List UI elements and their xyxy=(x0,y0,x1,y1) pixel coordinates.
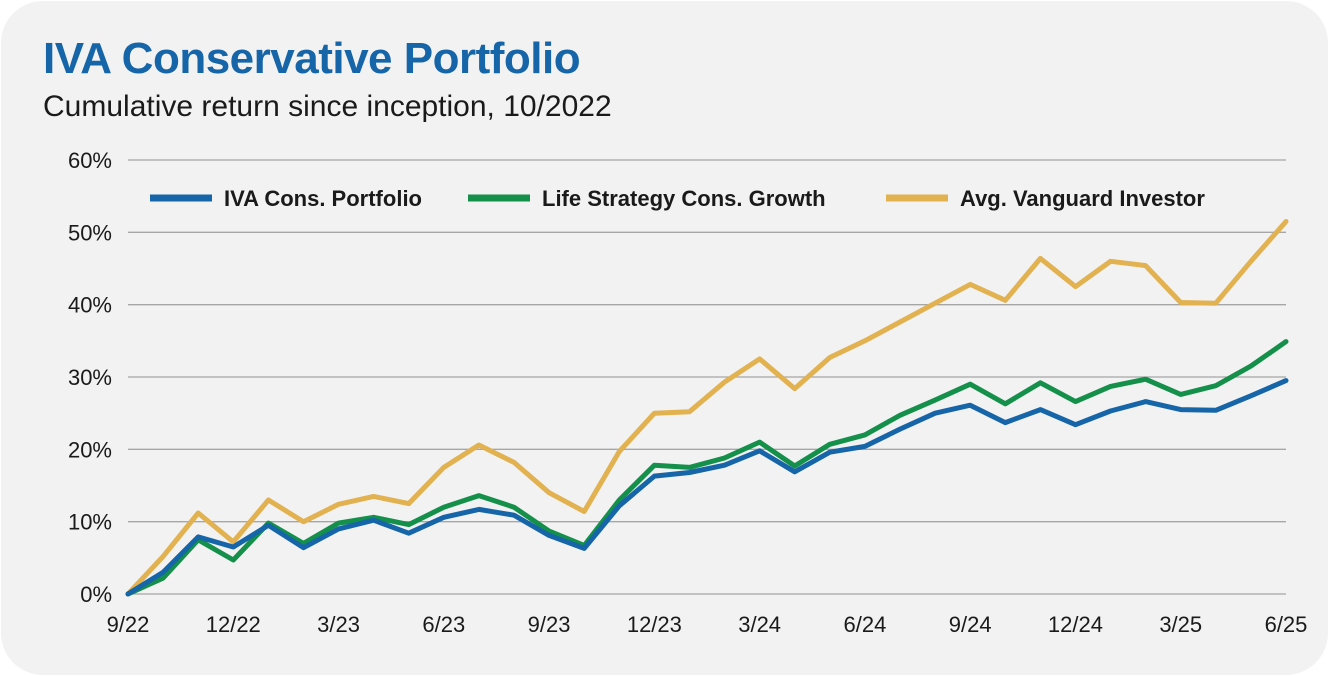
series-lines xyxy=(125,219,1289,597)
x-tick-label: 6/24 xyxy=(843,612,886,637)
y-tick-label: 40% xyxy=(68,293,112,318)
gridlines xyxy=(128,159,1286,595)
x-tick-label: 6/23 xyxy=(422,612,465,637)
x-tick-label: 3/24 xyxy=(738,612,781,637)
series-line-life_strategy xyxy=(125,339,1289,597)
x-tick-label: 12/23 xyxy=(627,612,682,637)
y-tick-label: 20% xyxy=(68,437,112,462)
x-tick-label: 12/24 xyxy=(1048,612,1103,637)
x-tick-label: 6/25 xyxy=(1265,612,1308,637)
legend: IVA Cons. Portfolio Life Strategy Cons. G… xyxy=(150,186,1205,211)
x-tick-label: 9/22 xyxy=(107,612,150,637)
legend-label-avg_vanguard: Avg. Vanguard Investor xyxy=(960,186,1205,211)
y-tick-label: 30% xyxy=(68,365,112,390)
series-line-iva xyxy=(125,378,1289,597)
page-title: IVA Conservative Portfolio xyxy=(43,34,581,83)
y-tick-label: 50% xyxy=(68,220,112,245)
y-tick-label: 0% xyxy=(80,582,112,607)
y-axis-tick-labels: 0% 10% 20% 30% 40% 50% 60% xyxy=(68,148,112,607)
x-tick-label: 3/25 xyxy=(1159,612,1202,637)
legend-label-life_strategy: Life Strategy Cons. Growth xyxy=(542,186,826,211)
x-tick-label: 12/22 xyxy=(206,612,261,637)
x-tick-label: 9/23 xyxy=(528,612,571,637)
x-tick-label: 3/23 xyxy=(317,612,360,637)
x-axis-tick-labels: 9/22 12/22 3/23 6/23 9/23 12/23 3/24 6/24 9/24 12… xyxy=(107,612,1308,637)
x-tick-label: 9/24 xyxy=(949,612,992,637)
y-tick-label: 10% xyxy=(68,510,112,535)
legend-label-iva: IVA Cons. Portfolio xyxy=(224,186,422,211)
page-subtitle: Cumulative return since inception, 10/20… xyxy=(43,90,612,123)
series-line-avg_vanguard xyxy=(125,219,1289,597)
y-tick-label: 60% xyxy=(68,148,112,173)
